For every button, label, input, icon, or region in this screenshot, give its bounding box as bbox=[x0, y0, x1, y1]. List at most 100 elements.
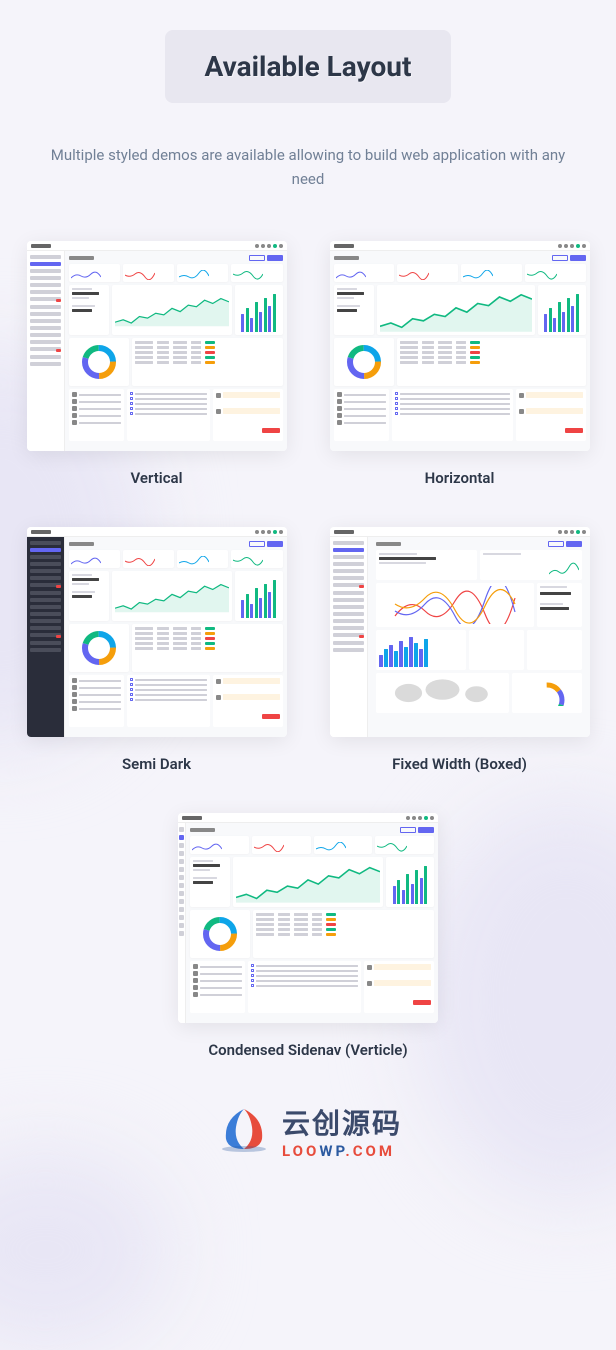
todo-card bbox=[248, 961, 361, 1013]
multiline-chart bbox=[376, 583, 534, 627]
sparkline-card bbox=[190, 836, 249, 854]
table-row bbox=[135, 346, 280, 349]
sparkline-card bbox=[231, 550, 282, 568]
todo-row bbox=[395, 412, 510, 415]
sparkline-card bbox=[397, 264, 458, 282]
footer-logo: 云创源码 LOOWP.COM bbox=[20, 1099, 596, 1163]
donut-chart bbox=[69, 338, 129, 386]
sparkline-card bbox=[252, 836, 311, 854]
bar-chart bbox=[386, 857, 434, 907]
mini-bar bbox=[255, 302, 258, 332]
layout-thumb bbox=[178, 813, 438, 1023]
user-row bbox=[72, 399, 121, 404]
sparkline-card bbox=[177, 550, 228, 568]
user-row bbox=[72, 413, 121, 418]
table-row bbox=[256, 918, 431, 921]
stat-card bbox=[190, 857, 230, 907]
todo-row bbox=[130, 407, 207, 410]
mini-topbar bbox=[178, 813, 438, 823]
todo-row bbox=[130, 402, 207, 405]
layout-thumb bbox=[330, 527, 590, 737]
mini-bar bbox=[424, 639, 428, 667]
layouts-grid: Vertical bbox=[20, 241, 596, 1059]
mini-header bbox=[69, 541, 283, 547]
stat-card bbox=[69, 571, 109, 621]
sparkline-card bbox=[375, 836, 434, 854]
mini-bar bbox=[268, 592, 271, 618]
map-card bbox=[376, 673, 509, 713]
users-card bbox=[69, 389, 124, 441]
mini-table bbox=[132, 624, 283, 672]
mini-bar bbox=[406, 874, 409, 904]
user-row bbox=[337, 420, 386, 425]
user-row bbox=[72, 699, 121, 704]
todo-row bbox=[395, 402, 510, 405]
stat-card bbox=[334, 285, 374, 335]
todo-row bbox=[130, 678, 207, 681]
mini-main bbox=[186, 823, 438, 1023]
mini-bar bbox=[553, 318, 556, 332]
mini-bar bbox=[379, 655, 383, 667]
chat-card bbox=[364, 961, 434, 1013]
mini-bar bbox=[393, 886, 396, 904]
mini-main-boxed bbox=[368, 537, 590, 737]
user-row bbox=[193, 964, 242, 969]
donut-chart bbox=[190, 910, 250, 958]
mini-bar bbox=[576, 294, 579, 332]
mini-bar bbox=[259, 598, 262, 618]
table-row bbox=[135, 647, 280, 650]
layout-horizontal[interactable]: Horizontal bbox=[323, 241, 596, 487]
mini-bar bbox=[544, 314, 547, 332]
mini-table bbox=[132, 338, 283, 386]
layout-vertical[interactable]: Vertical bbox=[20, 241, 293, 487]
mini-bar bbox=[264, 584, 267, 618]
mini-bar bbox=[562, 312, 565, 332]
mini-bar bbox=[424, 866, 427, 904]
user-row bbox=[72, 678, 121, 683]
logo-en: LOOWP.COM bbox=[282, 1142, 402, 1160]
table-row bbox=[256, 933, 431, 936]
line-chart bbox=[112, 571, 232, 621]
page-title: Available Layout bbox=[205, 50, 412, 83]
table-row bbox=[135, 356, 280, 359]
todo-row bbox=[251, 969, 358, 972]
layout-thumb bbox=[27, 241, 287, 451]
layout-thumb bbox=[330, 241, 590, 451]
mini-bar bbox=[241, 600, 244, 618]
layout-boxed[interactable]: Fixed Width (Boxed) bbox=[323, 527, 596, 773]
todo-row bbox=[130, 397, 207, 400]
layout-condensed[interactable]: Condensed Sidenav (Verticle) bbox=[20, 813, 596, 1059]
mini-bar bbox=[415, 870, 418, 904]
layout-label: Condensed Sidenav (Verticle) bbox=[208, 1041, 407, 1059]
mini-bar bbox=[409, 637, 413, 667]
user-row bbox=[72, 392, 121, 397]
table-row bbox=[135, 341, 280, 344]
layout-semi-dark[interactable]: Semi Dark bbox=[20, 527, 293, 773]
user-row bbox=[337, 406, 386, 411]
todo-row bbox=[130, 683, 207, 686]
mini-bar bbox=[567, 298, 570, 332]
mini-bar bbox=[241, 314, 244, 332]
chat-card bbox=[516, 389, 586, 441]
chat-card bbox=[213, 675, 283, 727]
bar-chart bbox=[235, 571, 283, 621]
mini-table bbox=[397, 338, 586, 386]
todo-row bbox=[130, 688, 207, 691]
logo-cn: 云创源码 bbox=[282, 1102, 402, 1142]
table-row bbox=[135, 632, 280, 635]
mini-bar bbox=[268, 306, 271, 332]
mini-header bbox=[69, 255, 283, 261]
layout-label: Vertical bbox=[20, 469, 293, 487]
user-row bbox=[193, 985, 242, 990]
users-card bbox=[190, 961, 245, 1013]
donut-chart bbox=[334, 338, 394, 386]
side-stats bbox=[537, 583, 582, 627]
half-donut bbox=[512, 673, 582, 713]
table-row bbox=[256, 913, 431, 916]
todo-row bbox=[130, 412, 207, 415]
users-card bbox=[69, 675, 124, 727]
small-card bbox=[527, 630, 582, 670]
user-row bbox=[337, 399, 386, 404]
mini-bar bbox=[246, 594, 249, 618]
user-row bbox=[337, 413, 386, 418]
